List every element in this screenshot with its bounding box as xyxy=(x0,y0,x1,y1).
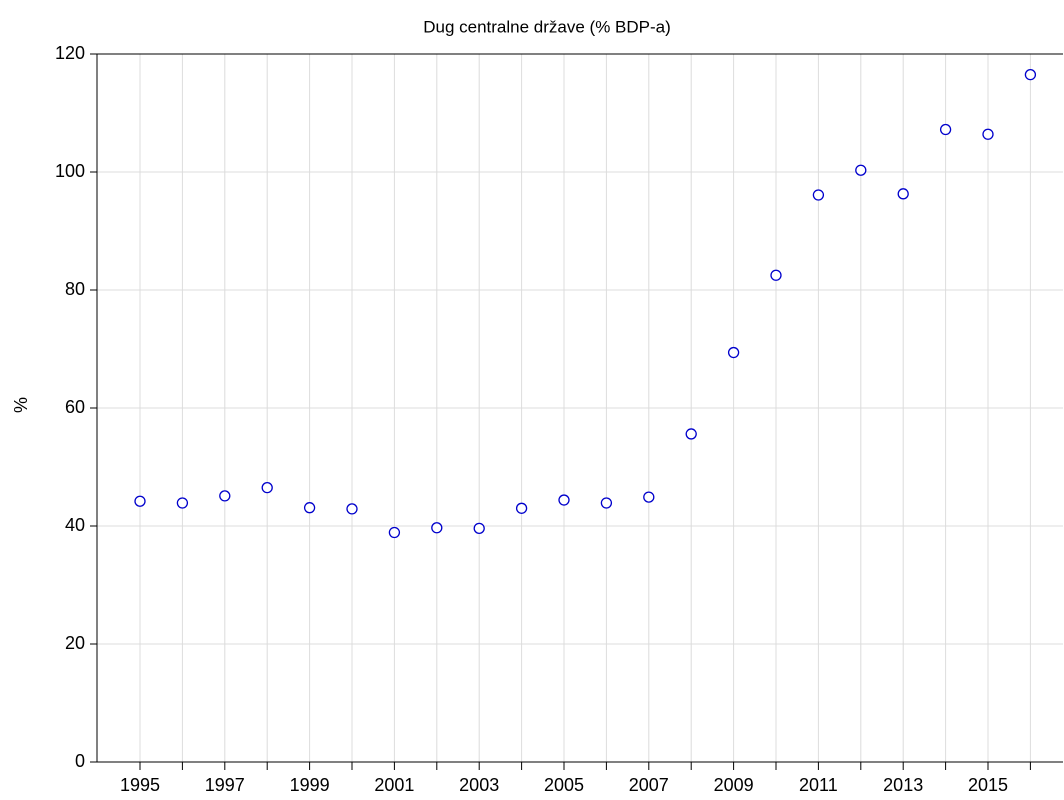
x-tick-label: 2009 xyxy=(714,775,754,795)
y-tick-label: 60 xyxy=(65,397,85,417)
point xyxy=(600,497,613,509)
x-tick-label: 2011 xyxy=(799,775,838,795)
point xyxy=(134,495,146,507)
point xyxy=(812,189,825,201)
x-tick-label: 1997 xyxy=(205,775,245,795)
y-tick-label: 40 xyxy=(65,515,85,535)
x-tick-label: 1999 xyxy=(290,775,330,795)
point xyxy=(770,269,782,281)
point xyxy=(558,494,570,506)
point xyxy=(303,502,316,514)
y-tick-label: 80 xyxy=(65,279,85,299)
x-tick-label: 2001 xyxy=(374,775,414,795)
point xyxy=(727,346,740,359)
point xyxy=(939,123,952,136)
point xyxy=(431,522,443,534)
point xyxy=(982,128,994,140)
point xyxy=(388,526,401,539)
x-tick-label: 2007 xyxy=(629,775,669,795)
point xyxy=(515,502,528,514)
x-tick-label: 2015 xyxy=(968,775,1008,795)
y-axis-label: % xyxy=(11,397,31,413)
point xyxy=(473,522,485,535)
y-tick-label: 0 xyxy=(75,751,85,771)
point xyxy=(897,188,909,200)
x-tick-label: 2013 xyxy=(883,775,923,795)
point xyxy=(1024,69,1037,81)
y-tick-label: 120 xyxy=(55,43,85,63)
point xyxy=(643,491,655,503)
chart-title: Dug centralne države (% BDP-a) xyxy=(423,17,671,36)
x-tick-label: 2005 xyxy=(544,775,584,795)
point xyxy=(685,428,697,440)
y-tick-label: 100 xyxy=(55,161,85,181)
point xyxy=(219,490,231,502)
point xyxy=(261,481,273,494)
point xyxy=(346,503,358,515)
point xyxy=(855,164,867,176)
x-tick-label: 2003 xyxy=(459,775,499,795)
x-tick-label: 1995 xyxy=(120,775,160,795)
point xyxy=(176,497,189,509)
y-tick-label: 20 xyxy=(65,633,85,653)
